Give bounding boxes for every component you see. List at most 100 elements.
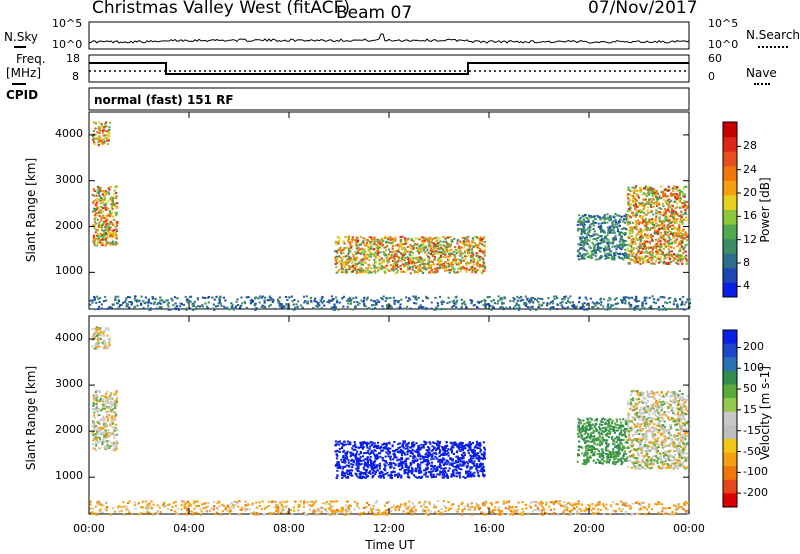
data-cell-power: [452, 258, 455, 261]
data-cell-power: [681, 295, 685, 298]
data-cell-power: [468, 242, 471, 245]
data-cell-velocity: [453, 462, 456, 464]
data-cell-velocity: [337, 443, 340, 446]
data-cell-power: [667, 261, 670, 264]
data-cell-power: [686, 205, 689, 208]
data-cell-power: [452, 260, 455, 263]
data-cell-power: [601, 237, 604, 240]
data-cell-power: [605, 254, 608, 257]
data-cell-velocity: [359, 450, 362, 453]
data-cell-power: [624, 300, 627, 303]
data-cell-velocity: [441, 452, 444, 455]
data-cell-power: [341, 265, 344, 268]
data-cell-power: [670, 214, 673, 217]
data-cell-power: [609, 298, 612, 301]
data-cell-power: [114, 214, 117, 217]
data-cell-power: [299, 304, 303, 307]
data-cell-power: [445, 240, 448, 243]
data-cell-velocity: [334, 464, 337, 467]
data-cell-velocity: [91, 345, 94, 348]
data-cell-power: [380, 237, 384, 240]
data-cell-power: [666, 215, 670, 218]
data-cell-power: [646, 186, 649, 189]
data-cell-velocity: [98, 391, 101, 394]
data-cell-power: [459, 261, 463, 264]
data-cell-power: [96, 191, 99, 194]
data-cell-power: [393, 301, 396, 304]
data-cell-velocity: [98, 436, 101, 439]
data-cell-velocity: [108, 414, 111, 417]
data-cell-power: [455, 262, 458, 264]
data-cell-power: [539, 297, 542, 300]
data-cell-power: [99, 137, 102, 140]
data-cell-power: [606, 241, 609, 244]
data-cell-velocity: [427, 459, 430, 462]
data-cell-power: [649, 305, 653, 307]
data-cell-power: [463, 237, 467, 240]
data-cell-power: [471, 237, 474, 240]
data-cell-power: [94, 203, 97, 206]
data-cell-power: [653, 221, 656, 223]
data-cell-power: [347, 298, 350, 301]
data-cell-power: [581, 304, 584, 307]
data-cell-velocity: [349, 443, 352, 446]
data-cell-power: [92, 130, 95, 132]
data-cell-power: [607, 241, 610, 244]
nsearch-tick-top: 10^5: [708, 17, 739, 30]
data-cell-power: [645, 229, 648, 232]
data-cell-power: [444, 247, 447, 250]
data-cell-power: [652, 188, 655, 190]
data-cell-power: [583, 308, 586, 311]
data-cell-power: [614, 223, 617, 226]
data-cell-power: [386, 261, 389, 264]
data-cell-power: [347, 235, 351, 238]
data-cell-power: [346, 305, 349, 308]
data-cell-velocity: [360, 462, 363, 465]
data-cell-power: [588, 215, 591, 218]
data-cell-velocity: [431, 449, 435, 451]
data-cell-power: [520, 295, 523, 298]
data-cell-power: [99, 127, 102, 130]
data-cell-power: [92, 234, 95, 237]
data-cell-power: [410, 247, 413, 250]
data-cell-power: [453, 254, 456, 256]
data-cell-velocity: [109, 433, 112, 436]
data-cell-velocity: [94, 433, 97, 436]
data-cell-power: [430, 266, 433, 269]
data-cell-power: [104, 295, 107, 298]
data-cell-power: [594, 251, 597, 254]
data-cell-power: [442, 252, 445, 255]
data-cell-power: [481, 243, 484, 246]
data-cell-power: [621, 241, 624, 244]
data-cell-power: [154, 297, 157, 300]
data-cell-power: [366, 271, 369, 274]
data-cell-velocity: [449, 448, 452, 451]
data-cell-power: [244, 302, 247, 305]
data-cell-power: [106, 222, 109, 225]
data-cell-power: [577, 214, 581, 217]
data-cell-power: [359, 267, 362, 270]
data-cell-power: [645, 202, 648, 205]
data-cell-power: [94, 137, 97, 140]
data-cell-power: [157, 302, 160, 305]
data-cell-power: [614, 307, 617, 310]
data-cell-power: [113, 196, 116, 199]
data-cell-power: [608, 216, 611, 219]
data-cell-power: [636, 232, 639, 235]
data-cell-power: [103, 129, 107, 132]
data-cell-velocity: [105, 396, 108, 399]
data-cell-power: [92, 235, 95, 238]
data-cell-power: [459, 307, 462, 310]
data-cell-power: [650, 220, 653, 222]
data-cell-power: [581, 236, 584, 239]
data-cell-power: [105, 207, 108, 210]
data-cell-power: [94, 222, 97, 225]
data-cell-power: [580, 230, 583, 233]
data-cell-power: [589, 226, 592, 229]
data-cell-power: [410, 254, 413, 257]
data-cell-velocity: [419, 455, 422, 457]
data-cell-power: [170, 297, 173, 300]
data-cell-power: [113, 185, 117, 188]
data-cell-power: [669, 296, 672, 299]
data-cell-power: [638, 215, 641, 218]
